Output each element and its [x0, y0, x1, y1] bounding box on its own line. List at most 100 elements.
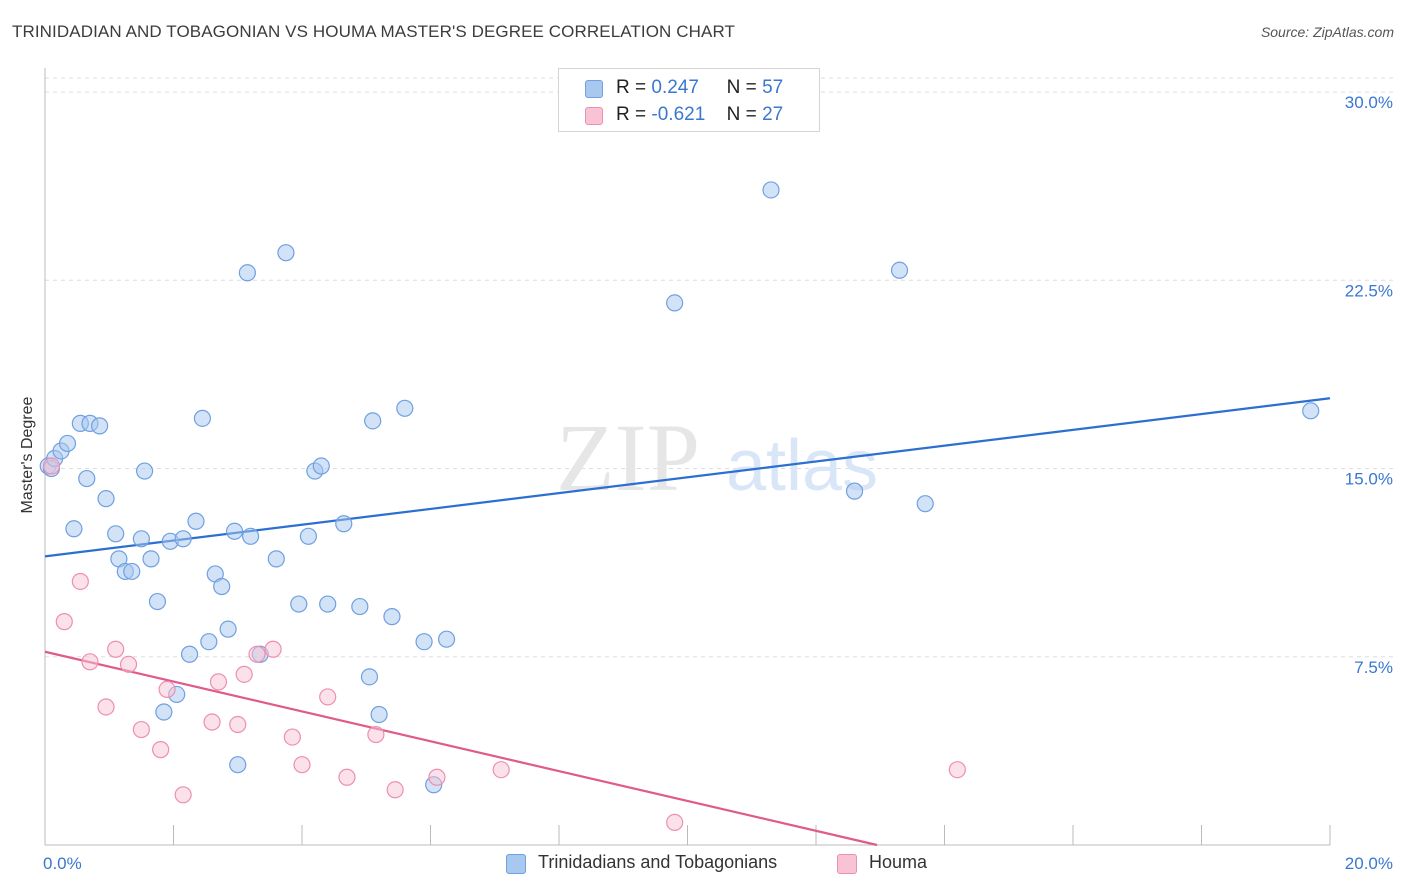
tick-labels: 7.5% 15.0% 22.5% 30.0% 0.0% 20.0%	[43, 93, 1393, 873]
point-houma	[81, 653, 99, 671]
point-houma	[42, 457, 61, 475]
point-trinidadians	[351, 597, 369, 616]
point-houma	[152, 741, 170, 759]
point-trinidadians	[890, 261, 909, 279]
legend-swatch-houma	[585, 107, 603, 125]
point-trinidadians	[666, 294, 684, 312]
gridlines	[45, 77, 1395, 658]
point-trinidadians	[229, 756, 247, 774]
x-tick-label-max: 20.0%	[1345, 854, 1393, 873]
point-houma	[158, 680, 176, 698]
legend-label-trinidadians: Trinidadians and Tobagonians	[538, 852, 778, 872]
point-houma	[235, 665, 253, 683]
legend-swatch-trinidadians	[585, 80, 603, 98]
point-houma	[492, 761, 510, 779]
y-tick-label: 15.0%	[1345, 470, 1393, 489]
legend-r-value: -0.621	[651, 104, 706, 125]
points-houma	[42, 457, 966, 832]
point-houma	[319, 688, 337, 706]
legend-r-label: R =	[616, 104, 647, 125]
legend-n-label: N =	[726, 104, 757, 125]
series-legend: Trinidadians and Tobagonians Houma	[0, 852, 1406, 878]
point-houma	[293, 756, 311, 774]
point-trinidadians	[383, 608, 401, 626]
point-houma	[386, 781, 404, 799]
watermark: ZIP atlas	[556, 404, 878, 511]
point-trinidadians	[135, 462, 154, 480]
point-houma	[174, 786, 192, 804]
point-houma	[107, 640, 125, 658]
axes	[44, 68, 1331, 846]
point-houma	[71, 572, 89, 591]
point-trinidadians	[58, 434, 77, 453]
point-houma	[948, 761, 966, 779]
trend-line-trinidadians	[44, 397, 1331, 558]
point-trinidadians	[370, 705, 388, 724]
point-houma	[283, 728, 301, 746]
trend-line-houma	[44, 650, 878, 847]
legend-n-value: 27	[762, 104, 784, 125]
trend-line-houma	[44, 650, 878, 847]
point-trinidadians	[123, 562, 141, 581]
legend-n-value: 57	[762, 77, 784, 98]
legend-n-label: N =	[726, 77, 757, 98]
point-trinidadians	[213, 577, 231, 596]
y-tick-label: 22.5%	[1345, 281, 1393, 300]
point-trinidadians	[65, 520, 83, 538]
point-trinidadians	[242, 527, 260, 545]
point-houma	[264, 640, 282, 658]
legend-r-label: R =	[616, 77, 647, 98]
point-trinidadians	[290, 595, 308, 613]
point-trinidadians	[107, 525, 125, 543]
point-trinidadians	[187, 512, 205, 530]
point-houma	[367, 725, 385, 744]
point-houma	[209, 673, 228, 691]
point-houma	[55, 613, 73, 631]
point-trinidadians	[142, 550, 160, 568]
point-trinidadians	[267, 550, 285, 568]
point-trinidadians	[312, 457, 330, 475]
legend-r-value: 0.247	[651, 77, 699, 98]
trend-line-trinidadians	[44, 397, 1331, 558]
point-houma	[248, 645, 266, 663]
point-trinidadians	[219, 620, 237, 638]
point-trinidadians	[364, 412, 382, 430]
chart-title: TRINIDADIAN AND TOBAGONIAN VS HOUMA MAST…	[12, 22, 735, 41]
point-trinidadians	[299, 527, 318, 545]
point-trinidadians	[360, 668, 379, 686]
point-houma	[666, 813, 684, 832]
point-trinidadians	[148, 592, 167, 611]
point-trinidadians	[91, 417, 109, 435]
point-houma	[132, 720, 150, 739]
point-houma	[203, 713, 221, 731]
point-houma	[119, 655, 138, 673]
point-trinidadians	[762, 181, 780, 199]
point-trinidadians	[415, 633, 433, 651]
y-tick-label: 7.5%	[1354, 658, 1393, 677]
point-trinidadians	[193, 409, 212, 427]
point-trinidadians	[200, 633, 218, 651]
point-trinidadians	[78, 469, 96, 488]
point-trinidadians	[1302, 402, 1320, 420]
point-trinidadians	[335, 515, 353, 533]
source-label: Source: ZipAtlas.com	[1260, 24, 1394, 40]
point-houma	[338, 768, 356, 786]
point-trinidadians	[155, 703, 173, 721]
legend-label-houma: Houma	[869, 852, 928, 872]
point-trinidadians	[845, 482, 864, 500]
x-tick-label-min: 0.0%	[43, 854, 82, 873]
point-trinidadians	[396, 399, 414, 417]
point-houma	[97, 698, 115, 716]
point-trinidadians	[319, 595, 337, 613]
point-trinidadians	[132, 530, 150, 548]
point-trinidadians	[437, 630, 456, 648]
watermark-zip: ZIP	[556, 404, 700, 511]
y-tick-label: 30.0%	[1345, 93, 1393, 112]
point-houma	[428, 768, 446, 786]
point-trinidadians	[225, 522, 244, 540]
point-trinidadians	[97, 490, 115, 508]
legend-swatch-trinidadians	[506, 854, 526, 874]
point-trinidadians	[238, 264, 256, 282]
point-houma	[229, 715, 247, 734]
